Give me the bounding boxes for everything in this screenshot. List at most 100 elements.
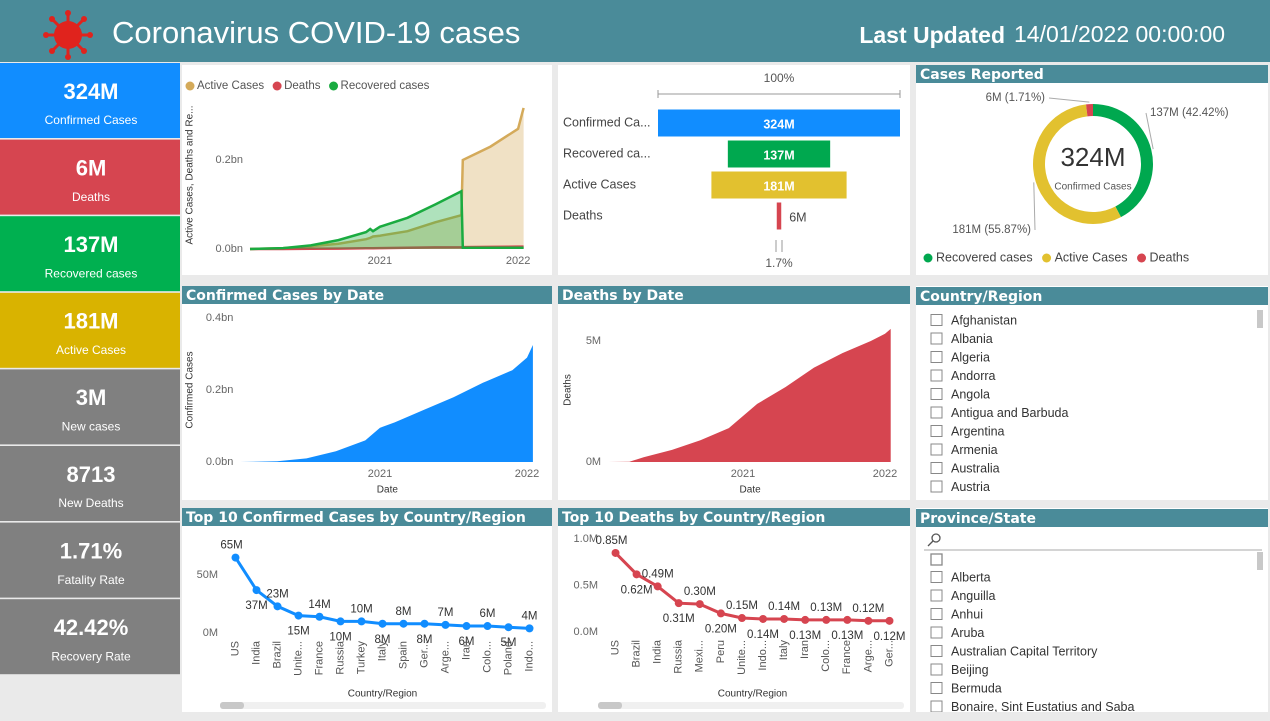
slicer-item: Bermuda bbox=[951, 681, 1002, 695]
value-label: 0.49M bbox=[642, 568, 674, 580]
x-tick-label: 2021 bbox=[368, 468, 392, 480]
checkbox[interactable] bbox=[930, 425, 943, 437]
kpi-label: New cases bbox=[62, 420, 121, 434]
x-tick-label: Turkey bbox=[355, 641, 367, 675]
marker bbox=[483, 622, 492, 631]
slicer-item: Bonaire, Sint Eustatius and Saba bbox=[951, 700, 1135, 714]
kpi-value: 3M bbox=[76, 385, 107, 410]
x-tick-label: Brazil bbox=[271, 641, 283, 669]
y-tick-label: 0.0bn bbox=[206, 456, 234, 468]
checkbox[interactable] bbox=[930, 480, 943, 493]
value-label: 0.31M bbox=[663, 613, 695, 625]
x-tick-label: Peru bbox=[715, 640, 727, 663]
category-label: Confirmed Ca... bbox=[563, 115, 651, 129]
center-value: 324M bbox=[1060, 142, 1125, 172]
panel-title: Top 10 Deaths by Country/Region bbox=[562, 510, 825, 526]
checkbox[interactable] bbox=[930, 351, 943, 363]
value-label: 324M bbox=[763, 117, 794, 131]
x-tick-label: France bbox=[841, 640, 853, 674]
y-tick-label: 50M bbox=[197, 569, 218, 581]
kpi-card bbox=[0, 292, 180, 368]
value-label: 4M bbox=[522, 610, 538, 622]
slicer-item: Beijing bbox=[951, 663, 989, 677]
value-label: 0.13M bbox=[831, 630, 863, 642]
x-tick-label: 2022 bbox=[873, 468, 897, 480]
line bbox=[249, 107, 525, 251]
marker bbox=[674, 599, 683, 608]
slicer-item: Algeria bbox=[951, 350, 990, 364]
marker bbox=[737, 614, 746, 623]
panel-title: Confirmed Cases by Date bbox=[186, 288, 384, 304]
slicer-list: Afghanistan Albania Algeria Andorra Angola An… bbox=[930, 313, 1069, 494]
marker bbox=[399, 619, 408, 628]
marker bbox=[231, 553, 240, 562]
slicer-item: Afghanistan bbox=[951, 313, 1017, 327]
funnel-bottom-label: 1.7% bbox=[765, 256, 793, 270]
marker bbox=[336, 617, 345, 626]
x-tick-label: 2021 bbox=[731, 468, 755, 480]
kpi-label: Recovered cases bbox=[45, 266, 138, 280]
panel-title: Province/State bbox=[920, 511, 1036, 527]
x-tick-label: Unite... bbox=[292, 641, 304, 676]
checkbox[interactable] bbox=[930, 388, 943, 400]
value-label: 0.12M bbox=[852, 603, 884, 615]
x-tick-label: Russia bbox=[334, 640, 346, 675]
kpi-label: Fatality Rate bbox=[57, 573, 125, 587]
legend-swatch bbox=[185, 81, 195, 91]
slicer-item: Aruba bbox=[951, 626, 984, 640]
legend-swatch bbox=[923, 253, 933, 263]
x-axis-label: Country/Region bbox=[718, 689, 787, 700]
legend-label: Active Cases bbox=[197, 80, 264, 92]
checkbox[interactable] bbox=[930, 626, 943, 639]
value-label: 7M bbox=[438, 607, 454, 619]
checkbox[interactable] bbox=[930, 645, 943, 657]
value-label: 8M bbox=[417, 634, 433, 646]
checkbox[interactable] bbox=[930, 608, 943, 620]
value-label: 6M bbox=[789, 210, 806, 224]
kpi-card bbox=[0, 216, 180, 292]
value-label: 14M bbox=[308, 599, 330, 611]
checkbox[interactable] bbox=[930, 700, 943, 712]
value-label: 5M bbox=[501, 637, 517, 649]
legend-label: Recovered cases bbox=[341, 80, 430, 92]
marker bbox=[420, 619, 429, 628]
slicer-item: Armenia bbox=[951, 443, 998, 457]
title-bar bbox=[182, 508, 552, 526]
legend-swatch bbox=[1042, 253, 1052, 263]
y-axis-label: Deaths bbox=[563, 374, 574, 406]
checkbox[interactable] bbox=[930, 571, 943, 583]
x-tick-label: Iran bbox=[460, 641, 472, 660]
title-bar bbox=[916, 509, 1268, 527]
checkbox[interactable] bbox=[930, 314, 943, 326]
marker bbox=[695, 600, 704, 609]
kpi-value: 8713 bbox=[67, 462, 116, 487]
slicer-item: Australia bbox=[951, 461, 1000, 475]
x-tick-label: Poland bbox=[502, 641, 514, 675]
x-tick-label: Spain bbox=[397, 641, 409, 669]
marker bbox=[611, 548, 620, 557]
checkbox[interactable] bbox=[930, 462, 943, 474]
legend-label: Deaths bbox=[284, 80, 321, 92]
value-label: 37M bbox=[245, 600, 267, 612]
checkbox[interactable] bbox=[930, 443, 943, 456]
checkbox[interactable] bbox=[930, 589, 943, 602]
x-tick-label: India bbox=[250, 640, 262, 665]
checkbox[interactable] bbox=[930, 682, 943, 694]
search-box[interactable] bbox=[924, 533, 1262, 566]
marker bbox=[716, 609, 725, 618]
virus-icon bbox=[43, 10, 93, 60]
funnel-bar bbox=[776, 202, 782, 230]
value-label: 10M bbox=[350, 603, 372, 615]
checkbox[interactable] bbox=[930, 663, 943, 676]
checkbox[interactable] bbox=[930, 332, 943, 345]
value-label: 0.20M bbox=[705, 623, 737, 635]
marker bbox=[525, 624, 534, 633]
area-fill bbox=[250, 191, 524, 249]
x-tick-label: US bbox=[229, 641, 241, 656]
legend-swatch bbox=[1137, 253, 1147, 263]
checkbox[interactable] bbox=[930, 406, 943, 419]
x-tick-label: 2021 bbox=[368, 255, 392, 267]
legend-label: Active Cases bbox=[1055, 250, 1128, 264]
y-tick-label: 0M bbox=[586, 456, 601, 468]
checkbox[interactable] bbox=[930, 369, 943, 382]
